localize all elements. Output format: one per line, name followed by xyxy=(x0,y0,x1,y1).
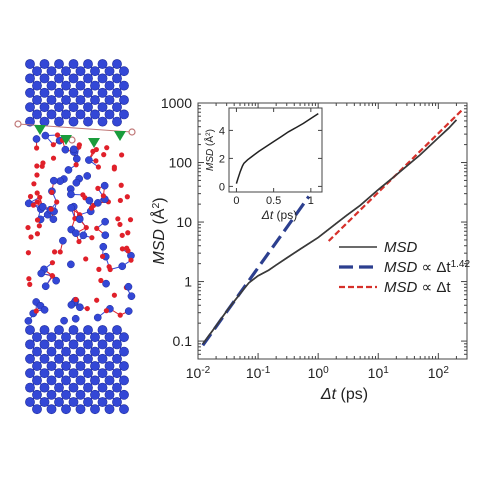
atomic-structure-image xyxy=(14,59,136,415)
legend-label-0: MSD xyxy=(384,239,418,256)
inset-x-tick-label: 0.5 xyxy=(266,195,281,207)
main-x-tick-label: 10-2 xyxy=(186,365,211,382)
inset-y-tick-label: 4 xyxy=(219,125,225,137)
inset-x-tick-label: 1 xyxy=(308,195,314,207)
main-y-tick-label: 1 xyxy=(184,274,192,290)
main-x-tick-label: 101 xyxy=(368,365,390,382)
inset-ticks xyxy=(229,108,322,192)
inset-x-axis-label: Δt (ps) xyxy=(261,208,297,222)
lattice-atoms xyxy=(25,59,129,415)
inset-y-axis-label: MSD (Å2) xyxy=(203,129,216,171)
main-x-tick-label: 100 xyxy=(308,365,330,382)
legend-label-1: MSD ∝ Δt1.42 xyxy=(384,259,470,277)
probe-markers xyxy=(14,120,136,148)
legend-label-2: MSD ∝ Δt xyxy=(384,279,451,296)
main-y-ticks xyxy=(198,102,467,360)
main-y-tick-label: 10 xyxy=(176,214,192,230)
inset-y-tick-label: 2 xyxy=(219,153,225,165)
main-x-axis-label: Δt (ps) xyxy=(320,386,368,403)
main-x-ticks xyxy=(197,103,468,359)
main-y-tick-label: 0.1 xyxy=(173,333,193,349)
main-legend: MSD MSD ∝ Δt1.42 MSD ∝ Δt xyxy=(339,239,470,296)
main-series-line-msd-top xyxy=(202,119,457,345)
inset-series-line xyxy=(235,112,319,184)
inset-msd-chart: 0 0.5 1 0 2 4 Δt (ps) MSD (Å2) xyxy=(203,107,323,222)
main-x-tick-label: 102 xyxy=(428,365,450,382)
main-y-tick-label: 1000 xyxy=(161,95,192,111)
inset-x-tick-label: 0 xyxy=(233,195,239,207)
inset-y-tick-label: 0 xyxy=(219,181,225,193)
amorphous-region xyxy=(24,131,136,325)
main-x-tick-label: 10-1 xyxy=(246,365,271,382)
main-y-tick-label: 100 xyxy=(169,155,193,171)
main-y-axis-label: MSD (Å2) xyxy=(149,197,168,264)
